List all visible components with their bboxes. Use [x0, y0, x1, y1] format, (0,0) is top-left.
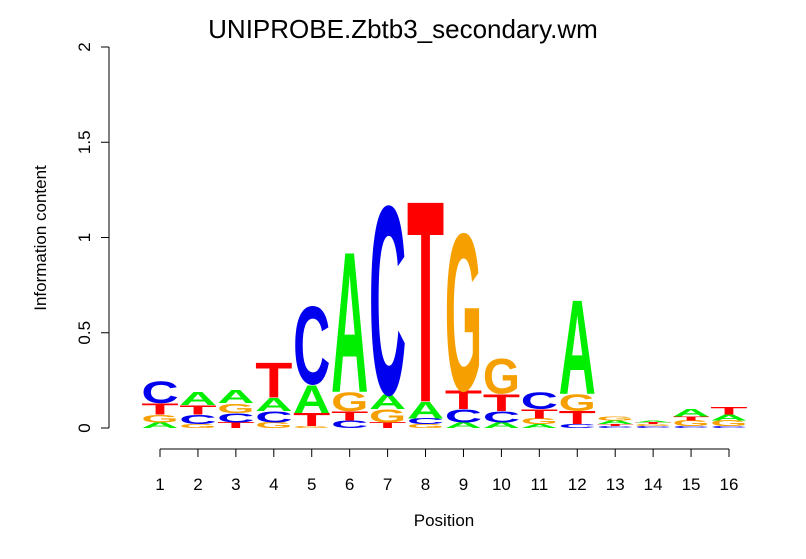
y-tick-label: 2 — [75, 42, 94, 51]
logo-letter-a: A — [483, 421, 520, 430]
logo-letter-c: C — [369, 151, 406, 452]
y-ticks: 0 0.5 1 1.5 2 — [75, 42, 109, 433]
logo-letter-g: G — [445, 188, 482, 438]
x-tick-label: 7 — [383, 475, 392, 494]
logo-letter-g: G — [141, 413, 178, 425]
logo-letter-g: G — [559, 389, 596, 415]
logo-letter-g: G — [369, 405, 406, 426]
y-tick-label: 1 — [75, 233, 94, 242]
logo-letter-a: A — [179, 389, 216, 410]
logo-letter-a: A — [331, 211, 368, 436]
logo-letter-g: G — [483, 350, 520, 405]
logo-letter-t: T — [597, 424, 634, 427]
logo-letter-a: A — [293, 376, 330, 421]
logo-letter-c: C — [597, 426, 634, 429]
logo-letter-c: C — [331, 418, 368, 430]
logo-letter-a: A — [369, 390, 406, 414]
logo-letter-a: A — [635, 420, 672, 423]
logo-letter-t: T — [710, 405, 748, 417]
x-tick-label: 3 — [231, 475, 240, 494]
y-tick-label: 0 — [75, 423, 94, 432]
logo-letter-a: A — [672, 407, 709, 419]
logo-letter-g: G — [521, 417, 558, 426]
y-axis-label: Information content — [31, 165, 50, 311]
y-tick-label: 1.5 — [75, 130, 94, 154]
logo-letter-g: G — [217, 401, 254, 416]
logo-letter-g: G — [179, 423, 216, 429]
y-tick-label: 0.5 — [75, 321, 94, 345]
logo-letter-g: G — [293, 426, 330, 429]
x-tick-label: 12 — [568, 475, 587, 494]
x-tick-label: 5 — [307, 475, 316, 494]
logo-letter-g: G — [710, 419, 747, 428]
logo-letter-t: T — [217, 421, 255, 430]
logo-letter-c: C — [483, 409, 520, 427]
x-tick-label: 11 — [531, 475, 549, 494]
x-ticks: 1 2 3 4 5 6 7 8 9 10 11 12 13 14 15 16 — [155, 449, 738, 494]
x-tick-label: 13 — [606, 475, 625, 494]
logo-letter-g: G — [407, 423, 444, 429]
x-tick-label: 6 — [345, 475, 354, 494]
logo-letter-c: C — [521, 388, 558, 414]
logo-letter-g: G — [597, 416, 634, 422]
logo-letter-c: C — [255, 409, 292, 427]
logo-letter-a: A — [710, 413, 747, 422]
logo-letter-t: T — [521, 407, 558, 422]
logo-letter-c: C — [179, 412, 216, 427]
x-axis: 1 2 3 4 5 6 7 8 9 10 11 12 13 14 15 16 — [155, 448, 738, 494]
x-tick-label: 1 — [155, 475, 164, 494]
logo-letter-t: T — [141, 401, 178, 418]
logo-letter-g: G — [672, 419, 709, 428]
logo-letter-c: C — [635, 426, 672, 429]
logo-letter-g: G — [635, 424, 672, 427]
logo-letter-c: C — [559, 423, 596, 429]
x-tick-label: 4 — [269, 475, 278, 494]
logo-letter-t: T — [179, 403, 216, 418]
chart-title: UNIPROBE.Zbtb3_secondary.wm — [208, 14, 598, 44]
logo-letter-a: A — [217, 387, 254, 408]
logo-letter-c: C — [293, 285, 330, 408]
x-axis-label: Position — [414, 511, 474, 530]
logo-letter-a: A — [141, 421, 178, 430]
logo-letter-t: T — [255, 352, 292, 409]
logo-letter-t: T — [293, 409, 330, 430]
logo-letter-t: T — [483, 389, 520, 416]
logo-letter-c: C — [710, 426, 747, 429]
logo-letter-g: G — [255, 421, 292, 430]
y-axis: 0 0.5 1 1.5 2 — [75, 42, 110, 433]
logo-letter-t: T — [445, 385, 483, 414]
logo-letter-c: C — [445, 406, 482, 427]
logo-letter-t: T — [331, 409, 368, 424]
logo-letter-g: G — [331, 388, 368, 417]
logo-letter-a: A — [521, 423, 558, 429]
x-tick-label: 10 — [492, 475, 511, 494]
logo-letter-a: A — [255, 395, 292, 416]
logo-letter-t: T — [672, 416, 709, 422]
x-tick-label: 16 — [720, 475, 739, 494]
logo-letter-c: C — [407, 417, 444, 426]
logo-letter-a: A — [407, 398, 444, 424]
x-tick-label: 9 — [459, 475, 468, 494]
logo-letter-t: T — [369, 421, 407, 430]
logo-letter-a: A — [445, 421, 482, 430]
logo-letter-t: T — [559, 407, 596, 428]
logo-letter-c: C — [672, 426, 709, 429]
logo-letter-a: A — [597, 419, 634, 425]
x-tick-label: 2 — [193, 475, 202, 494]
x-tick-label: 15 — [682, 475, 701, 494]
logo-letter-t: T — [635, 422, 672, 425]
logo-letter-c: C — [141, 375, 178, 411]
logo-letter-c: C — [217, 410, 254, 425]
logo-letter-a: A — [559, 272, 596, 423]
x-tick-label: 8 — [421, 475, 430, 494]
x-tick-label: 14 — [644, 475, 663, 494]
logo-letter-t: T — [407, 141, 444, 463]
